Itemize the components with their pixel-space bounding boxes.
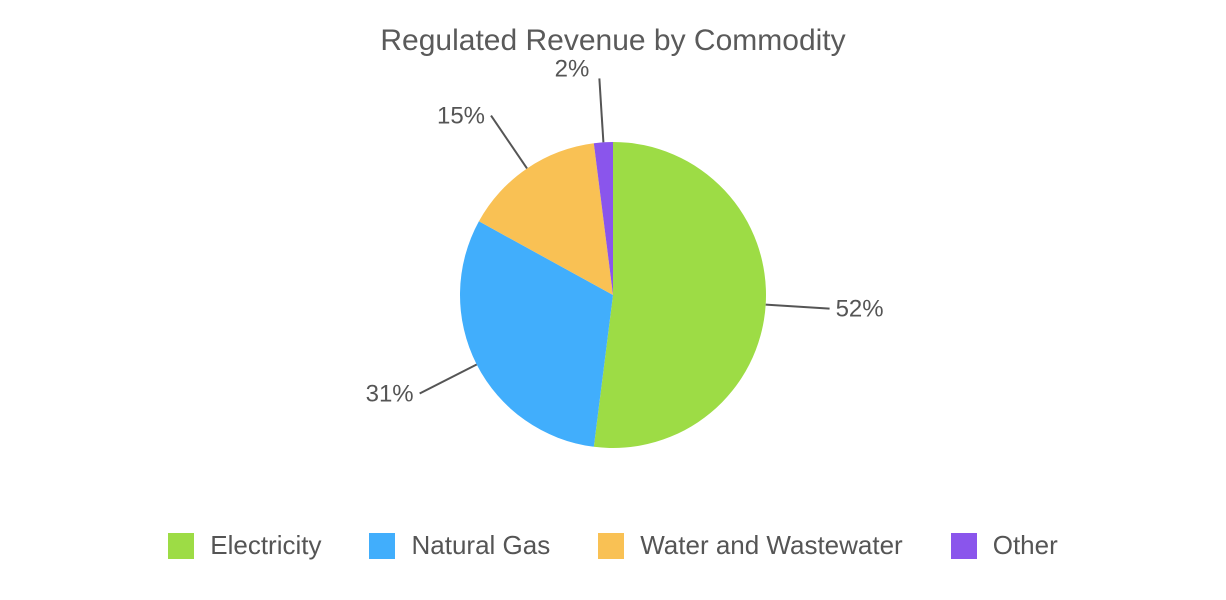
leader-line-electricity xyxy=(765,303,830,310)
leader-line-natural-gas xyxy=(419,363,478,395)
leader-line-water-and-wastewater xyxy=(490,114,528,170)
legend-item-other[interactable]: Other xyxy=(950,530,1058,561)
legend-swatch xyxy=(950,532,977,559)
legend-label: Water and Wastewater xyxy=(640,530,903,560)
legend-label: Electricity xyxy=(210,530,322,560)
pie-value-labels: 52% 31% 15% 2% xyxy=(366,55,884,407)
chart-legend: Electricity Natural Gas Water and Wastew… xyxy=(0,530,1226,561)
value-label-other: 2% xyxy=(555,55,590,82)
pie-leader-lines xyxy=(419,78,830,395)
legend-item-natural-gas[interactable]: Natural Gas xyxy=(369,530,550,561)
legend-item-water-and-wastewater[interactable]: Water and Wastewater xyxy=(598,530,903,561)
pie-slice-other[interactable] xyxy=(593,142,613,295)
pie-slice-natural-gas[interactable] xyxy=(460,221,613,447)
leader-line-other xyxy=(598,78,605,143)
pie-slice-water-and-wastewater[interactable] xyxy=(478,143,613,295)
legend-label: Natural Gas xyxy=(411,530,551,560)
legend-swatch xyxy=(168,532,195,559)
legend-swatch xyxy=(598,532,625,559)
value-label-natural-gas: 31% xyxy=(366,381,414,408)
legend-label: Other xyxy=(992,530,1058,560)
legend-swatch xyxy=(369,532,396,559)
value-label-electricity: 52% xyxy=(836,296,884,323)
pie-slice-electricity[interactable] xyxy=(593,142,766,448)
legend-item-electricity[interactable]: Electricity xyxy=(168,530,321,561)
value-label-water-and-wastewater: 15% xyxy=(437,103,485,130)
chart-title: Regulated Revenue by Commodity xyxy=(380,24,846,57)
pie-slices xyxy=(460,142,766,448)
